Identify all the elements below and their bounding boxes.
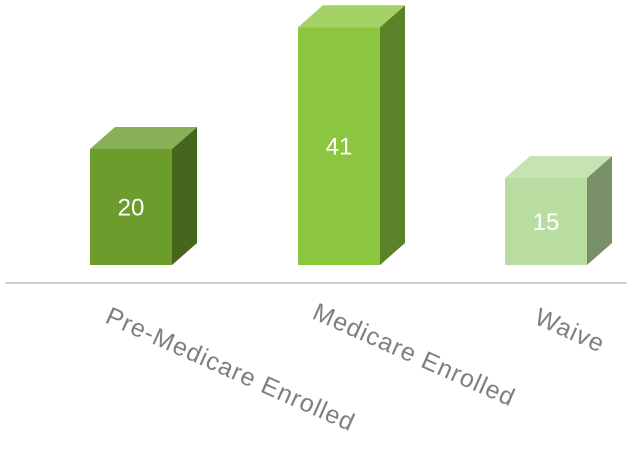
x-tick-label: Medicare Enrolled <box>309 298 520 412</box>
bar-top <box>505 156 612 178</box>
bar <box>90 127 197 265</box>
bar <box>505 156 612 265</box>
data-label: 20 <box>118 194 145 221</box>
bar-front <box>298 27 380 266</box>
x-tick-label: Waive <box>531 303 610 358</box>
data-label: 41 <box>326 133 353 160</box>
bar-top <box>298 5 405 28</box>
bar-front <box>90 149 172 265</box>
bar-side <box>380 5 405 265</box>
data-label: 15 <box>533 209 560 236</box>
bar-side <box>172 127 197 265</box>
bar-front <box>505 178 587 265</box>
bar-top <box>90 127 197 149</box>
bar <box>298 5 405 266</box>
bar-side <box>587 156 612 265</box>
